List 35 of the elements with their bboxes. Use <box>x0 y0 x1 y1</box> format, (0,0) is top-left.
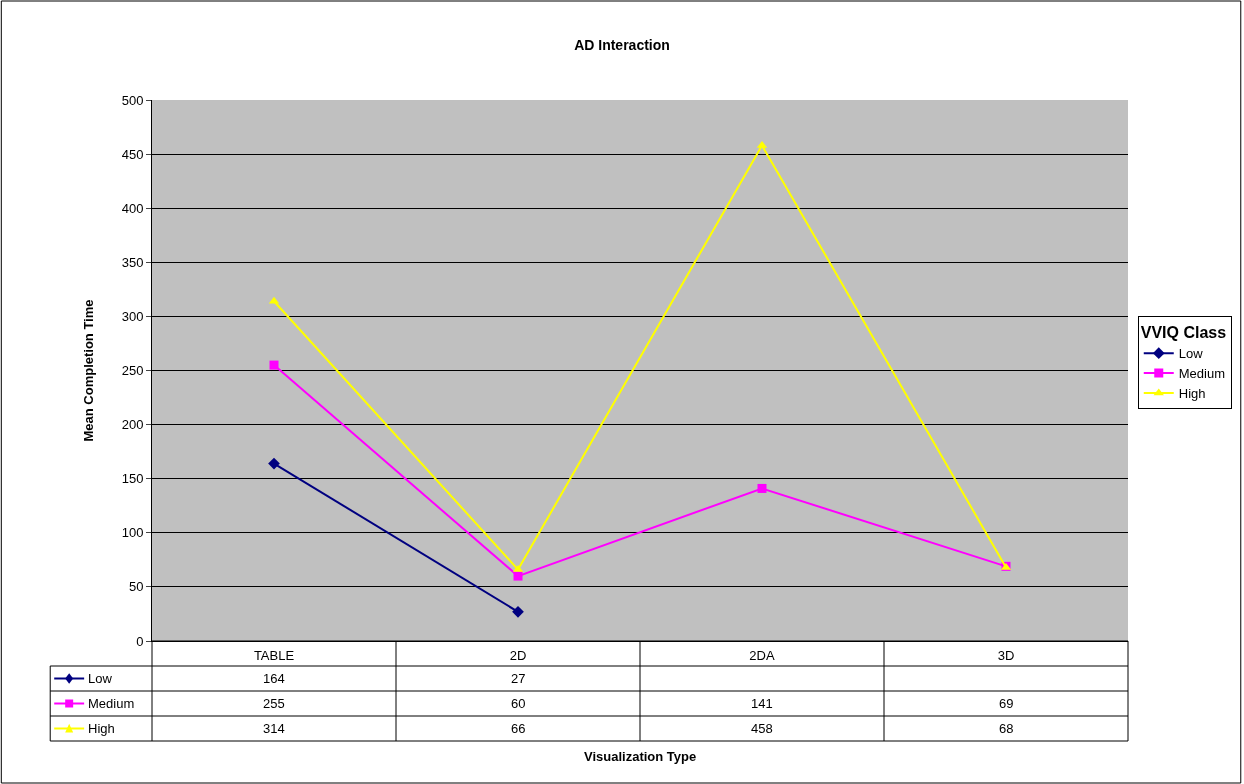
legend-title: VVIQ Class <box>1140 324 1227 342</box>
y-tick-label: 350 <box>121 254 144 270</box>
legend-label: Low <box>88 671 113 686</box>
data-label: 255 <box>263 696 285 711</box>
data-label: 69 <box>999 696 1014 711</box>
y-tick-label: 200 <box>121 417 144 433</box>
text: Low <box>1178 346 1203 362</box>
data-label: 68 <box>999 721 1014 736</box>
chart-title: AD Interaction <box>574 36 670 53</box>
data-label: 66 <box>511 721 526 736</box>
data-label: 60 <box>511 696 526 711</box>
y-tick-label: 400 <box>121 200 144 216</box>
y-tick-label: 250 <box>121 363 144 379</box>
text: Medium <box>88 696 135 711</box>
data-label: 314 <box>263 721 285 736</box>
data-label: 141 <box>751 696 773 711</box>
data-label: 27 <box>511 671 526 686</box>
data-label: 164 <box>263 671 285 686</box>
y-axis-title: Mean Completion Time <box>80 299 96 442</box>
y-tick-label: 50 <box>128 579 144 595</box>
x-tick-label: TABLE <box>253 647 295 663</box>
x-tick-label: 2D <box>509 647 527 663</box>
x-tick-label: 2DA <box>749 647 775 663</box>
text: High <box>88 721 115 736</box>
y-tick-label: 300 <box>121 308 144 324</box>
y-tick-label: 500 <box>121 92 144 108</box>
y-tick-label: 0 <box>136 633 144 649</box>
y-tick-label: 450 <box>121 146 144 162</box>
legend-label: Medium <box>1178 366 1226 382</box>
text: Visualization Type <box>584 749 697 764</box>
y-tick-label: 100 <box>121 525 144 541</box>
legend-label: High <box>1178 386 1206 402</box>
data-label: 458 <box>751 721 773 736</box>
y-tick-label: 150 <box>121 471 144 487</box>
x-tick-label: 3D <box>997 647 1015 663</box>
